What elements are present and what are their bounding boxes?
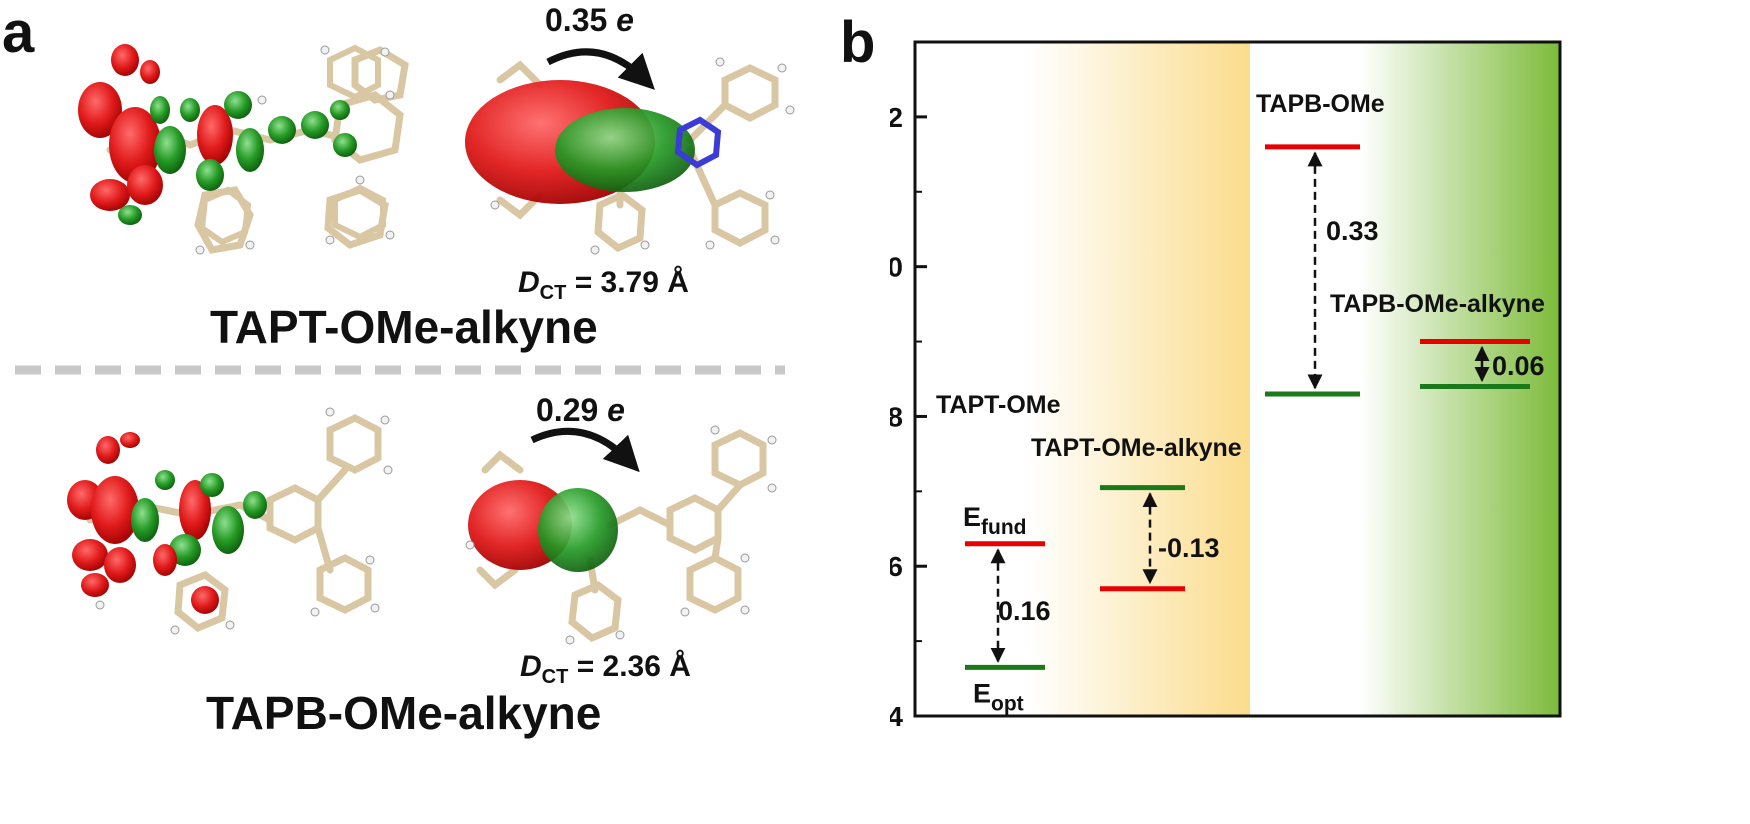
panel-a-graphics [15, 44, 795, 645]
series-name: TAPB-OMe [1256, 90, 1385, 118]
top-charge-value: 0.35 [545, 2, 608, 38]
bottom-dct-label: DCT = 2.36 Å [520, 650, 691, 689]
bottom-ct-molecule [465, 425, 777, 645]
bottom-ct-bonds [476, 429, 767, 643]
y-tick-label: 4.0 [890, 252, 903, 283]
efund-label: Efund [963, 502, 1027, 539]
bottom-dct-sub: CT [541, 666, 569, 688]
series-name: TAPB-OMe-alkyne [1330, 290, 1545, 318]
top-ct-arrow [546, 48, 655, 90]
gap-label: -0.13 [1158, 533, 1220, 563]
top-ct-bonds [496, 60, 779, 253]
top-dct-symbol: D [518, 266, 540, 299]
bottom-charge-unit: e [607, 392, 625, 428]
efund-sub: fund [981, 516, 1026, 539]
y-tick-label: 4.2 [890, 102, 903, 133]
series-name: TAPT-OMe-alkyne [1031, 434, 1242, 462]
eopt-sub: opt [991, 692, 1024, 715]
panel-a: a [2, 0, 795, 739]
eopt-label: Eopt [973, 678, 1024, 715]
top-molecule-title: TAPT-OMe-alkyne [210, 301, 598, 353]
energy-chart: 3.43.63.84.04.2Energy (eV)0.16TAPT-OMe-0… [890, 40, 1562, 732]
bottom-ct-electron [538, 488, 618, 572]
yellow-band [1030, 42, 1250, 716]
bottom-molecule-title: TAPB-OMe-alkyne [206, 687, 602, 739]
bottom-charge-value: 0.29 [536, 392, 599, 428]
top-dct-value: = 3.79 Å [574, 266, 689, 299]
top-charge-unit: e [616, 2, 634, 38]
bottom-orbital-lobes [67, 432, 267, 614]
panel-a-letter: a [2, 0, 35, 65]
top-orbital-phenyls [198, 44, 386, 246]
bottom-ct-arrow [530, 427, 640, 473]
panel-b-letter: b [840, 10, 876, 75]
bottom-dct-symbol: D [520, 650, 542, 683]
top-orbital-lobes [78, 44, 357, 225]
top-ct-molecule [465, 48, 795, 255]
y-tick-label: 3.6 [890, 551, 903, 582]
top-dct-sub: CT [539, 282, 567, 304]
top-dct-label: DCT = 3.79 Å [518, 266, 689, 305]
series-name: TAPT-OMe [936, 391, 1061, 419]
top-orbital-molecule [78, 44, 409, 255]
bottom-dct-value: = 2.36 Å [576, 650, 691, 683]
gap-label: 0.33 [1326, 216, 1379, 246]
panel-b: b 3.43.63.84.04.2Energy (eV)0.16TAPT-OMe… [840, 0, 1750, 824]
plot-frame [913, 40, 1562, 718]
green-band [1360, 42, 1560, 716]
top-ct-triazine [674, 116, 722, 169]
y-tick-label: 3.4 [890, 701, 903, 732]
bottom-charge-label: 0.29 e [536, 392, 625, 429]
bottom-orbital-molecule [67, 407, 393, 635]
top-charge-label: 0.35 e [545, 2, 634, 39]
gap-label: 0.16 [998, 596, 1051, 626]
top-ct-electron [555, 108, 695, 192]
gap-label: 0.06 [1492, 351, 1545, 381]
y-tick-label: 3.8 [890, 401, 903, 432]
